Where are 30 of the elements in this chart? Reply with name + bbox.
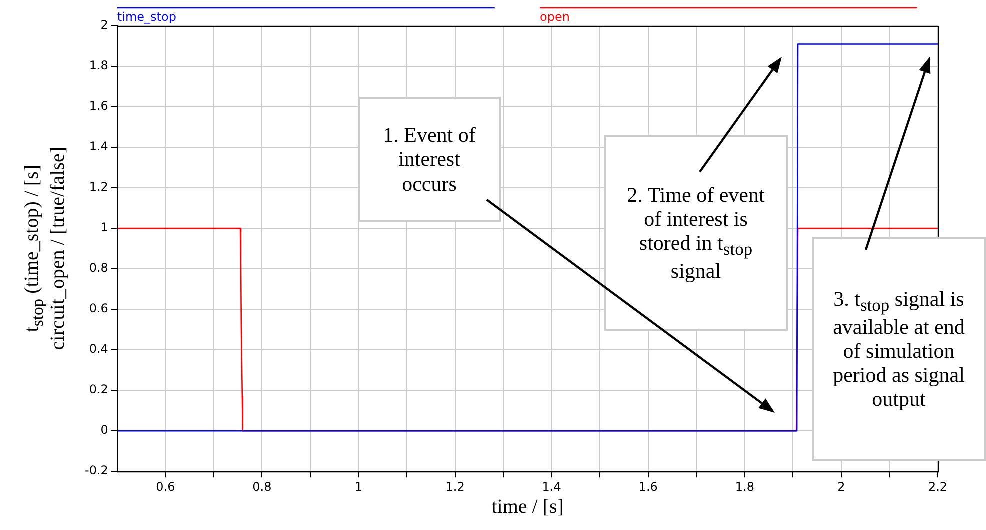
y-tick-label: 1.2 xyxy=(89,180,108,194)
callout-box: 3. t$_{stop}$ signal is available at end of simulation period as signal output xyxy=(812,237,986,461)
annotation: 2. Time of event of interest is stored in t$_{stop}$ signal xyxy=(626,182,766,284)
x-tick-label: 0.8 xyxy=(252,480,272,494)
x-tick-label: 2 xyxy=(838,480,846,494)
y-tick-label: 1.6 xyxy=(89,99,108,114)
callout-box: 1. Event of interest occurs xyxy=(358,97,501,222)
x-tick-label: 1.6 xyxy=(638,480,658,494)
y-tick-label: 1 xyxy=(100,220,108,235)
text: open xyxy=(540,10,570,24)
text: time_stop xyxy=(117,10,176,24)
y-tick-label: -0.2 xyxy=(84,464,108,478)
y-tick-label: 1.4 xyxy=(89,140,108,154)
x-tick-label: 1.2 xyxy=(446,480,465,494)
y-tick-label: 0.8 xyxy=(89,261,108,276)
x-tick-label: 1 xyxy=(354,480,363,494)
y-tick-label: 1.8 xyxy=(89,58,108,73)
x-tick-label: 0.6 xyxy=(156,480,176,494)
y-tick-label: 0 xyxy=(100,423,108,438)
y-tick-label: 0.6 xyxy=(89,302,108,316)
y-tick-label: 0.4 xyxy=(89,342,108,356)
x-axis-title: time / [s] xyxy=(492,496,564,519)
y-tick-label: 0.2 xyxy=(89,382,108,397)
annotation: 1. Event of interest occurs xyxy=(382,123,477,196)
x-tick-label: 1.4 xyxy=(542,480,562,494)
annotation: 3. t$_{stop}$ signal is available at end of simulation period as signal output xyxy=(832,286,966,412)
x-tick-label: 1.8 xyxy=(735,480,754,494)
callout-box: 2. Time of event of interest is stored in t$_{stop}$ signal xyxy=(604,135,788,331)
x-tick-label: 2.2 xyxy=(928,480,948,494)
y-tick-label: 2 xyxy=(100,18,108,32)
